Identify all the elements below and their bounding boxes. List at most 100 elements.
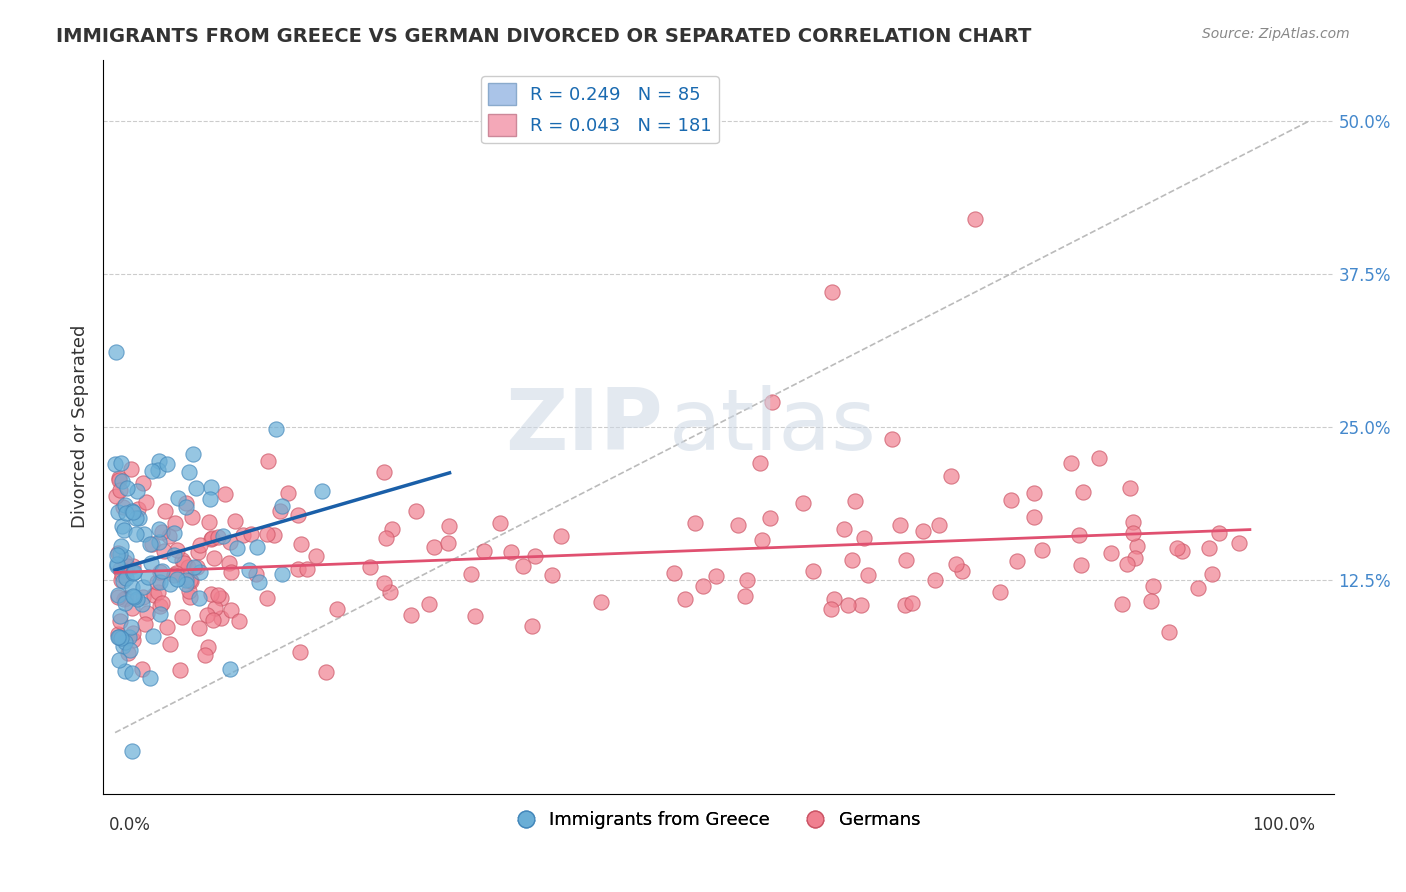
Point [232,528,254,542]
Point [139,671,162,685]
Point [122,505,145,519]
Point [127,483,149,498]
Point [749,456,772,470]
Point [1070,558,1092,572]
Point [488,516,510,531]
Point [685,516,707,531]
Point [1116,558,1139,572]
Point [541,567,564,582]
Point [166,543,188,558]
Point [675,592,697,607]
Point [114,591,136,606]
Point [170,610,193,624]
Point [110,631,132,645]
Point [1171,544,1194,558]
Point [437,536,460,550]
Point [188,621,211,635]
Point [373,576,395,591]
Point [148,454,170,468]
Point [107,630,129,644]
Point [105,557,128,571]
Point [105,559,128,574]
Point [149,599,172,614]
Point [1099,546,1122,560]
Point [247,575,270,590]
Point [198,515,221,529]
Point [965,211,987,226]
Point [122,565,145,579]
Point [224,514,246,528]
Point [1142,580,1164,594]
Point [1126,539,1149,553]
Point [108,608,131,623]
Point [108,483,131,497]
Point [118,630,141,644]
Point [120,461,142,475]
Point [114,506,136,520]
Point [169,663,191,677]
Point [924,574,946,588]
Legend: Immigrants from Greece, Germans: Immigrants from Greece, Germans [509,804,927,836]
Point [200,480,222,494]
Point [758,511,780,525]
Point [112,591,135,606]
Point [156,457,179,471]
Point [941,468,963,483]
Point [107,653,129,667]
Point [501,545,523,559]
Point [801,564,824,578]
Point [132,580,155,594]
Point [269,504,291,518]
Point [156,620,179,634]
Point [159,576,181,591]
Point [112,523,135,537]
Point [114,564,136,578]
Point [472,544,495,558]
Point [121,633,143,648]
Point [945,557,967,571]
Point [195,607,218,622]
Point [110,539,132,553]
Point [104,457,127,471]
Point [823,592,845,607]
Point [218,556,240,570]
Point [201,532,224,546]
Point [200,587,222,601]
Point [202,613,225,627]
Point [188,591,211,605]
Point [225,541,247,555]
Y-axis label: Divorced or Separated: Divorced or Separated [72,325,89,528]
Point [125,511,148,525]
Point [290,537,312,551]
Point [127,501,149,516]
Point [228,614,250,628]
Point [166,572,188,586]
Point [128,511,150,525]
Point [662,566,685,581]
Point [148,523,170,537]
Point [287,562,309,576]
Point [315,665,337,680]
Point [209,591,232,605]
Point [111,567,134,582]
Point [238,563,260,577]
Point [111,500,134,514]
Point [1067,527,1090,541]
Point [837,599,859,613]
Point [271,499,294,513]
Text: atlas: atlas [669,385,877,468]
Point [115,571,138,585]
Point [105,489,128,503]
Point [149,607,172,621]
Point [107,470,129,484]
Point [163,516,186,530]
Point [159,637,181,651]
Point [1122,525,1144,540]
Point [239,526,262,541]
Point [734,589,756,603]
Point [121,665,143,680]
Point [179,573,201,587]
Point [263,528,285,542]
Text: Source: ZipAtlas.com: Source: ZipAtlas.com [1202,27,1350,41]
Point [950,564,973,578]
